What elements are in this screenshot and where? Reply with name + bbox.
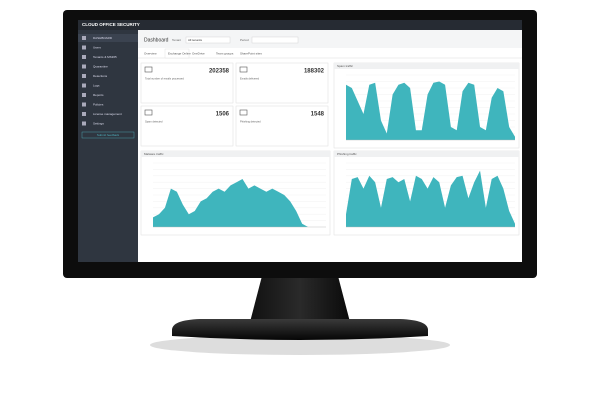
nav-item[interactable]: Users (93, 45, 101, 49)
chart-header (141, 151, 330, 157)
stand-base (172, 319, 428, 340)
nav-item[interactable]: Quarantine (93, 64, 108, 68)
card-label: Phishing detected (240, 120, 261, 124)
card-icon (144, 109, 153, 116)
chart-title: Spam traffic (337, 64, 353, 68)
nav-item[interactable]: Reports (93, 93, 104, 97)
nav-item[interactable]: Logs (93, 83, 100, 87)
top-bar (78, 20, 522, 30)
filter-label: Tenant (172, 38, 181, 42)
card-label: Emails delivered (240, 77, 260, 81)
card (235, 62, 329, 104)
nav-item[interactable]: Settings (93, 121, 104, 125)
card-label: Total number of emails processed (145, 77, 184, 81)
chart-title: Phishing traffic (337, 152, 357, 156)
nav-item[interactable]: Tenants & MS365 (93, 55, 117, 59)
nav-active (78, 34, 138, 42)
nav-item[interactable]: Policies (93, 102, 104, 106)
chart-header (334, 151, 519, 157)
nav-icon (82, 121, 86, 126)
tab[interactable]: Exchange Online (168, 51, 191, 55)
filter-select[interactable] (185, 36, 231, 44)
chart-title: Malware traffic (144, 152, 164, 156)
stand-neck (250, 276, 350, 322)
nav-icon (82, 45, 86, 50)
tab-active (164, 48, 190, 59)
card-value: 202358 (209, 69, 230, 75)
tab[interactable]: Overview (144, 51, 157, 55)
card (140, 105, 234, 147)
area (346, 81, 515, 140)
nav-icon (82, 55, 86, 59)
tab[interactable]: Team groups (216, 51, 234, 55)
nav-icon (82, 102, 86, 107)
tab[interactable]: SharePoint sites (240, 51, 262, 55)
area (153, 179, 326, 227)
nav-item[interactable]: DASHBOARD (93, 36, 113, 40)
nav-icon (82, 74, 86, 78)
filter-value: All tenants (188, 38, 203, 42)
card-value: 188302 (304, 69, 325, 75)
nav-icon (82, 93, 86, 97)
period-label: Period (240, 38, 249, 42)
card (235, 105, 329, 147)
sidebar (78, 20, 138, 262)
card-value: 1548 (311, 112, 325, 118)
nav-icon (82, 112, 86, 116)
card (140, 62, 234, 104)
toolbar (138, 30, 522, 48)
card-icon (239, 66, 248, 73)
tab[interactable]: OneDrive (192, 51, 205, 55)
feedback-button[interactable] (81, 131, 135, 139)
feedback-label[interactable]: Submit feedback (97, 133, 120, 137)
card-value: 1506 (216, 112, 230, 118)
area (346, 170, 515, 227)
card-label: Spam detected (145, 120, 163, 124)
nav-item[interactable]: License management (93, 112, 122, 116)
nav-icon (82, 36, 86, 40)
shadow (150, 335, 450, 355)
card-icon (144, 66, 153, 73)
card-icon (239, 109, 248, 116)
nav-icon (82, 64, 86, 69)
product-name: CLOUD OFFICE SECURITY (82, 22, 140, 27)
nav-item[interactable]: Detections (93, 74, 108, 78)
period-select[interactable] (251, 36, 299, 44)
page-title: Dashboard (144, 37, 169, 43)
chart-header (334, 63, 519, 69)
nav-icon (82, 83, 86, 88)
